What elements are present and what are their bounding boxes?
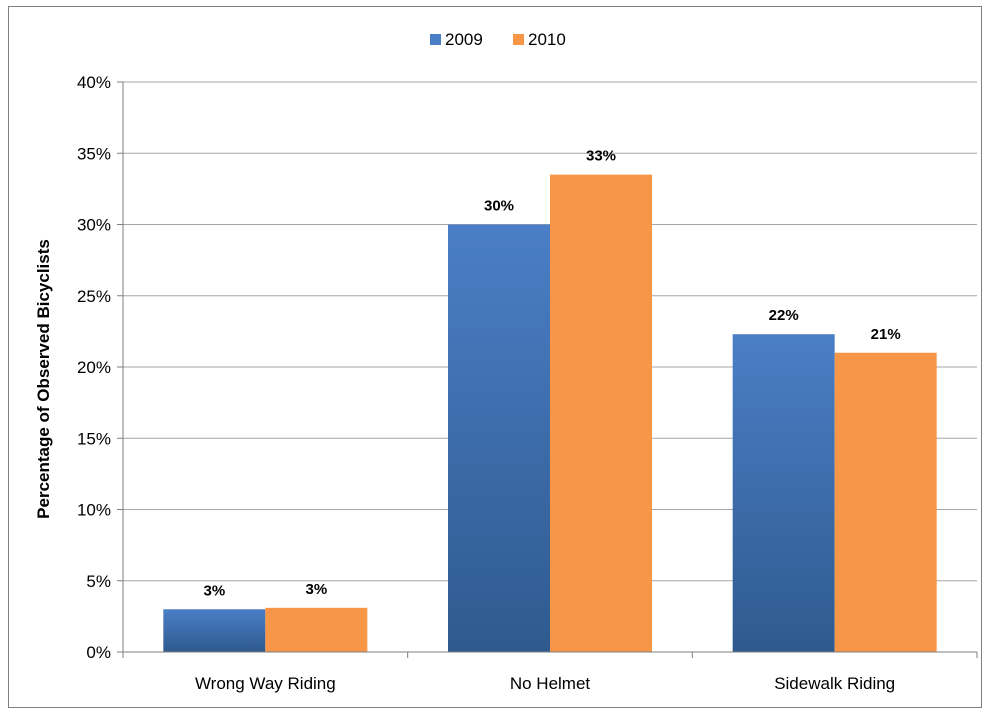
x-tick-label: Wrong Way Riding [195, 674, 336, 693]
y-tick-label: 15% [77, 429, 111, 448]
legend: 2009 2010 [430, 30, 566, 49]
bars [163, 174, 937, 652]
y-tick-label: 25% [77, 287, 111, 306]
x-tick-label: No Helmet [510, 674, 591, 693]
bar-2010 [834, 352, 937, 652]
data-labels: 3% 3% 30% 33% 22% 21% [203, 148, 900, 600]
data-label: 33% [586, 148, 616, 165]
y-tick-label: 35% [77, 144, 111, 163]
y-tick-label: 30% [77, 216, 111, 235]
bar-2009 [448, 224, 550, 652]
legend-label-2010: 2010 [528, 30, 566, 49]
data-label: 21% [871, 326, 901, 343]
y-tick-label: 40% [77, 73, 111, 92]
bar-2010 [550, 174, 652, 652]
y-tick-label: 10% [77, 501, 111, 520]
data-label: 30% [484, 198, 514, 215]
data-label: 22% [769, 307, 799, 324]
legend-swatch-2009 [430, 34, 441, 45]
y-tick-label: 0% [86, 643, 111, 662]
bar-2009 [163, 609, 266, 652]
bar-2010 [265, 607, 368, 652]
legend-swatch-2010 [513, 34, 524, 45]
data-label: 3% [305, 581, 327, 598]
y-tick-label: 5% [86, 572, 111, 591]
data-label: 3% [203, 582, 225, 599]
axes: 0% 5% 10% 15% 20% 25% 30% 35% 40% Wrong Way Ridin… [77, 73, 978, 693]
y-tick-label: 20% [77, 358, 111, 377]
legend-label-2009: 2009 [445, 30, 483, 49]
y-axis-label: Percentage of Observed Bicyclists [34, 239, 53, 519]
bar-2009 [732, 334, 835, 652]
x-tick-label: Sidewalk Riding [774, 674, 895, 693]
